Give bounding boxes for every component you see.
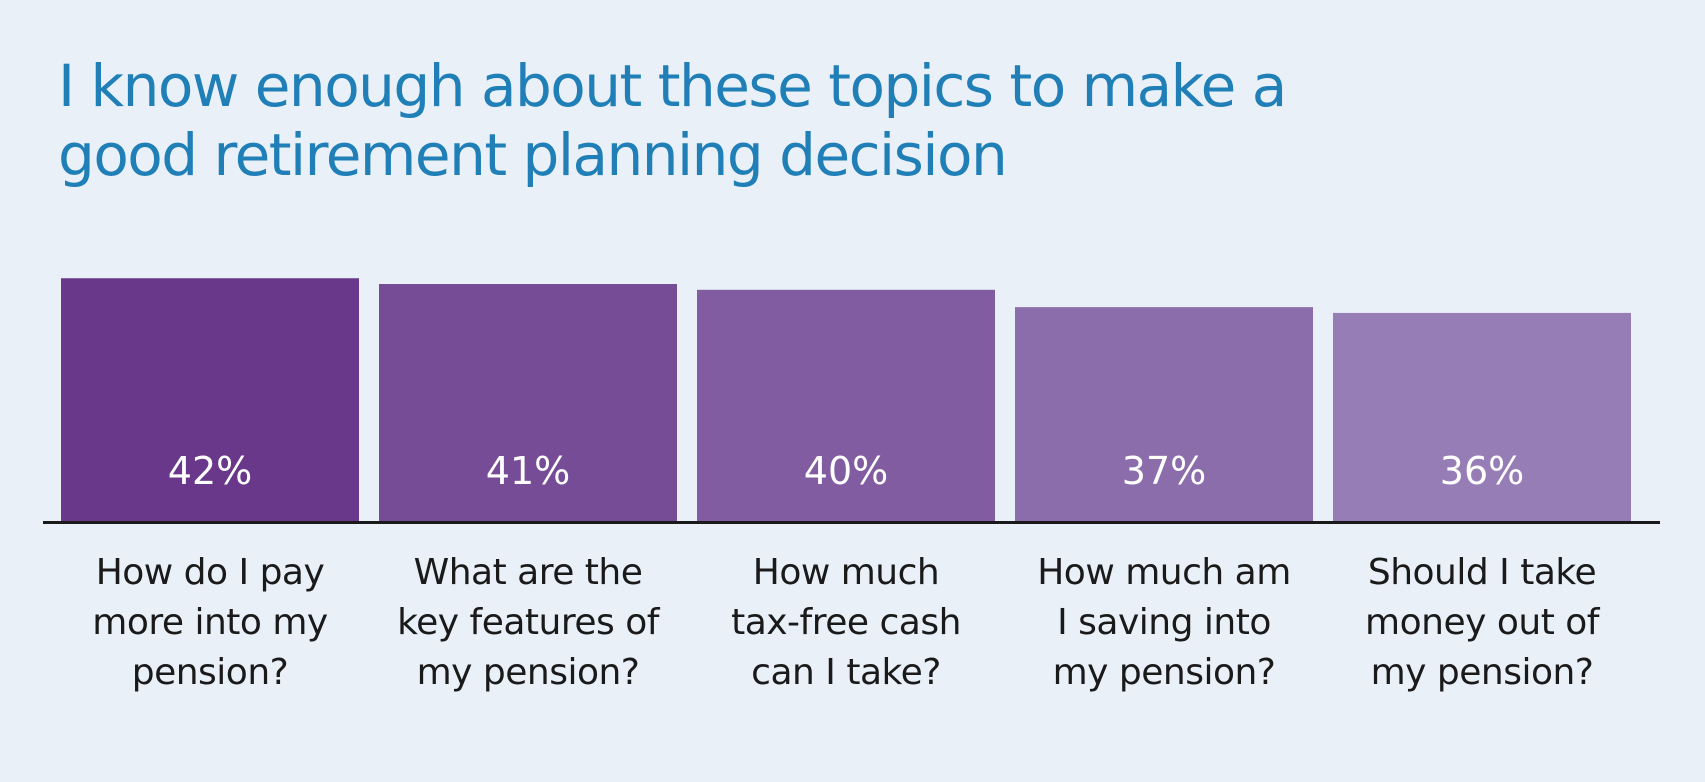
category-label-3-line-3: can I take? <box>751 652 941 693</box>
chart-title-line-2: good retirement planning decision <box>58 121 1008 189</box>
category-label-4-line-3: my pension? <box>1053 652 1276 693</box>
category-label-2-line-2: key features of <box>397 602 661 643</box>
category-label-1: How do I pay more into my pension? <box>92 552 328 693</box>
bar-value-label-3: 40% <box>804 449 888 493</box>
bar-2 <box>379 284 677 521</box>
bar-value-label-4: 37% <box>1122 449 1206 493</box>
bar-value-label-1: 42% <box>168 449 252 493</box>
category-label-5-line-3: my pension? <box>1371 652 1594 693</box>
category-label-4: How much am I saving into my pension? <box>1037 552 1291 693</box>
bar-1 <box>61 278 359 521</box>
category-label-2: What are the key features of my pension? <box>397 552 661 693</box>
bar-3 <box>697 289 995 521</box>
category-label-4-line-1: How much am <box>1037 552 1291 593</box>
bar-value-label-5: 36% <box>1440 449 1524 493</box>
category-label-5: Should I take money out of my pension? <box>1365 552 1601 693</box>
category-label-2-line-3: my pension? <box>417 652 640 693</box>
category-label-3: How much tax-free cash can I take? <box>731 552 961 693</box>
category-label-5-line-2: money out of <box>1365 602 1601 643</box>
category-label-5-line-1: Should I take <box>1368 552 1596 593</box>
chart-title: I know enough about these topics to make… <box>58 52 1458 190</box>
category-label-1-line-2: more into my <box>92 602 328 643</box>
bar-5 <box>1333 312 1631 521</box>
category-label-4-line-2: I saving into <box>1057 602 1271 643</box>
bar-value-label-2: 41% <box>486 449 570 493</box>
category-label-1-line-1: How do I pay <box>96 552 325 593</box>
bar-4 <box>1015 307 1313 521</box>
category-label-2-line-1: What are the <box>414 552 643 593</box>
category-label-3-line-2: tax-free cash <box>731 602 961 643</box>
category-label-1-line-3: pension? <box>132 652 289 693</box>
category-label-3-line-1: How much <box>753 552 939 593</box>
chart-title-line-1: I know enough about these topics to make… <box>58 52 1287 120</box>
